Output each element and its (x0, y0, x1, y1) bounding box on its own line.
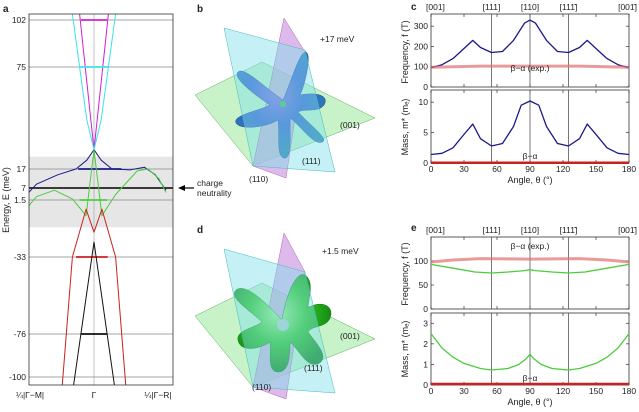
bands (29, 14, 167, 385)
plane-label-001-b: (001) (340, 120, 360, 130)
panel-e-mass-ylabel: Mass, m* (mₑ) (400, 321, 410, 378)
frequency-annotation: β−α (exp.) (511, 63, 550, 73)
xtick-label: 0 (429, 386, 434, 396)
band-red (61, 208, 127, 385)
ytick-label: 1.5 (14, 195, 26, 205)
xtick-label: 180 (622, 386, 636, 396)
charge-neutrality-label-1: charge (197, 178, 223, 188)
ytick-label: -76 (14, 329, 27, 339)
frequency-ytick-label: 0 (423, 82, 428, 92)
angular-dependence-1p5mev: 0 50 100 β−α (exp.) 0 1 2 3 β−α 0 30 60 90 120 150 180 [… (414, 225, 637, 396)
direction-label: [110] (521, 225, 539, 235)
xtick-label: 150 (589, 386, 603, 396)
xtick-gamma-m: ¼|Γ−M| (16, 390, 44, 400)
charge-neutrality-label-2: neutrality (197, 188, 232, 198)
mass-ytick-label: 5 (423, 128, 428, 138)
mass-annotation: β−α (523, 151, 538, 161)
plane-label-110-d: (110) (252, 382, 271, 392)
xtick-label: 90 (525, 386, 535, 396)
panel-label-c: c (411, 2, 417, 13)
mass-series-green (430, 333, 630, 371)
band-green (29, 149, 167, 217)
panel-c-mass-ylabel: Mass, m* (mₑ) (400, 99, 410, 156)
mass-ytick-label: 2 (423, 339, 428, 349)
xtick-label: 180 (622, 164, 636, 174)
mass-ytick-label: 0 (423, 380, 428, 390)
xtick-label: 90 (525, 164, 535, 174)
ytick-label: 102 (12, 15, 26, 25)
ytick-label: 17 (17, 164, 27, 174)
fermi-surface-17mev (194, 17, 376, 179)
panel-label-a: a (3, 4, 9, 15)
frequency-ytick-label: 0 (423, 304, 428, 314)
panel-e-freq-ylabel: Frequency, f (T) (400, 242, 410, 305)
direction-label: [001] (426, 2, 445, 12)
panel-label-d: d (197, 225, 203, 236)
charge-neutrality-arrow (178, 185, 194, 191)
band-blue (29, 149, 167, 194)
energy-label-d: +1.5 meV (322, 246, 359, 256)
xtick-label: 120 (556, 164, 570, 174)
plane-label-110-b: (110) (249, 174, 268, 184)
xtick-label: 30 (459, 164, 469, 174)
angular-dependence-17mev: 0 100 200 300 β−α (exp.) 0 5 10 β−α 0 30 60 90 120 150… (414, 2, 637, 174)
xtick-label: 60 (492, 164, 502, 174)
plot-frame (28, 13, 174, 386)
direction-label: [001] (426, 225, 445, 235)
frequency-ytick-label: 50 (419, 280, 429, 290)
panel-c-freq-ylabel: Frequency, f (T) (400, 20, 410, 83)
panel-e-xlabel: Angle, θ (°) (507, 397, 552, 407)
plane-label-111-b: (111) (302, 156, 321, 166)
mass-ytick-label: 3 (423, 318, 428, 328)
direction-label: [111] (483, 225, 501, 235)
plane-label-111-d: (111) (304, 363, 323, 373)
panel-c-xlabel: Angle, θ (°) (507, 175, 552, 185)
band-black (73, 241, 115, 385)
mass-ytick-label: 10 (419, 97, 429, 107)
xtick-label: 150 (589, 164, 603, 174)
energy-label-b: +17 meV (320, 34, 355, 44)
ytick-label: 7 (21, 183, 26, 193)
xtick-gamma-r: ¼|Γ−R| (144, 390, 171, 400)
xtick-label: 60 (492, 386, 502, 396)
plane-label-001-d: (001) (340, 331, 360, 341)
direction-label: [111̄] (560, 225, 578, 235)
panel-a-ylabel: Energy, E (meV) (1, 167, 11, 233)
fermi-surface-1p5mev (194, 232, 376, 400)
frequency-series-exp_red (430, 64, 630, 69)
frequency-annotation: β−α (exp.) (511, 241, 550, 251)
frequency-series-green (430, 263, 630, 274)
ytick-label: -100 (9, 372, 26, 382)
mass-ytick-label: 0 (423, 158, 428, 168)
frequency-series-blue (430, 19, 630, 69)
direction-label: [001̄] (618, 2, 637, 12)
frequency-ytick-label: 300 (414, 21, 428, 31)
plane-111 (223, 248, 336, 394)
mass-ytick-label: 1 (423, 359, 428, 369)
mass-series-blue (430, 100, 630, 156)
direction-label: [110] (521, 2, 539, 12)
ytick-label: -33 (14, 252, 27, 262)
xtick-label: 0 (429, 164, 434, 174)
frequency-series-exp_red (430, 257, 630, 264)
frequency-ytick-label: 100 (414, 62, 428, 72)
direction-label: [111] (483, 2, 501, 12)
frequency-ytick-label: 100 (414, 256, 428, 266)
band-structure-panel: 102 75 17 7 1.5 -33 -76 -100 (9, 13, 174, 386)
panel-label-e: e (411, 223, 417, 234)
plane-111 (223, 27, 336, 173)
panel-label-b: b (197, 4, 203, 15)
xtick-label: 30 (459, 386, 469, 396)
direction-label: [111̄] (560, 2, 578, 12)
xtick-gamma: Γ (92, 390, 97, 400)
frequency-ytick-label: 200 (414, 41, 428, 51)
direction-label: [001̄] (618, 225, 637, 235)
mass-annotation: β−α (523, 373, 538, 383)
ytick-label: 75 (17, 62, 27, 72)
xtick-label: 120 (556, 386, 570, 396)
